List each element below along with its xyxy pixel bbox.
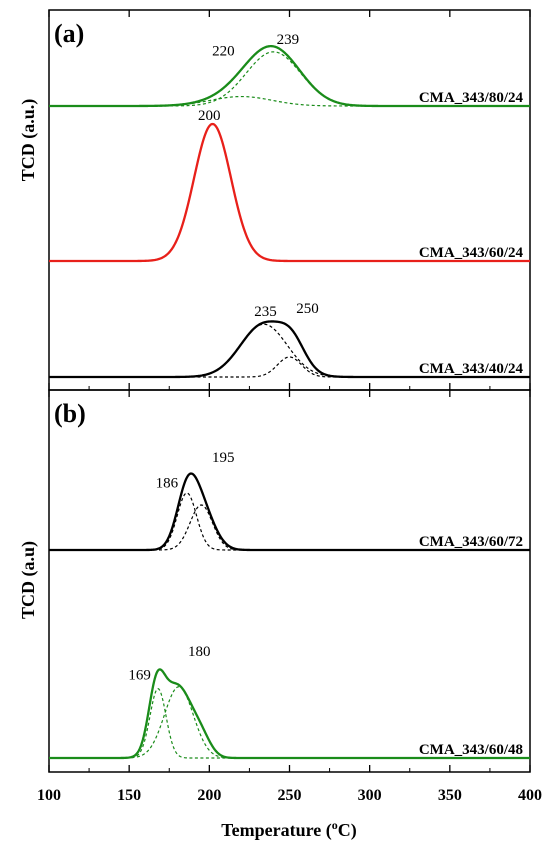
sample-label-343-60-72: CMA_343/60/72: [419, 534, 523, 550]
axis-layer: [48, 10, 531, 772]
tpr-curve-343-60-24: [49, 122, 530, 263]
tpr-curve-343-40-24: [49, 320, 530, 379]
peak-label-169: 169: [128, 667, 151, 683]
y-axis-title-a: TCD (a.u.): [18, 99, 39, 182]
sample-label-343-60-24: CMA_343/60/24: [419, 245, 524, 261]
panel-label-a: (a): [54, 19, 84, 48]
peak-label-195: 195: [212, 450, 235, 466]
sample-label-343-80-24: CMA_343/80/24: [419, 90, 524, 106]
tpr-curve-343-60-72: [49, 472, 530, 552]
x-tick-label-400: 400: [518, 787, 542, 804]
x-tick-label-300: 300: [358, 787, 382, 804]
tpr-curve-343-60-48: [49, 668, 530, 760]
peak-label-200: 200: [198, 108, 221, 124]
peak-label-220: 220: [212, 43, 235, 59]
x-tick-label-200: 200: [197, 787, 221, 804]
x-tick-label-350: 350: [438, 787, 462, 804]
tpr-curve-343-80-24: [49, 44, 530, 108]
peak-label-250: 250: [296, 301, 319, 317]
x-tick-label-100: 100: [37, 787, 61, 804]
panel-b-frame: [48, 389, 531, 773]
x-tick-label-150: 150: [117, 787, 141, 804]
sample-label-343-60-48: CMA_343/60/48: [419, 742, 523, 758]
deconvoluted-peak-343-40-24-1: [49, 323, 530, 378]
text-layer: (a) TCD (a.u.) CMA_343/80/24 220 239 CMA_343/…: [18, 19, 542, 804]
x-tick-label-250: 250: [278, 787, 302, 804]
sample-label-343-40-24: CMA_343/40/24: [419, 361, 524, 377]
x-axis-title: Temperature (oC): [221, 818, 356, 841]
peak-label-235: 235: [254, 304, 277, 320]
peak-label-180: 180: [188, 644, 211, 660]
trace-layer: [49, 44, 530, 760]
peak-label-239: 239: [277, 32, 300, 48]
panel-label-b: (b): [54, 399, 86, 428]
y-axis-title-b: TCD (a.u): [18, 541, 39, 619]
panel-a-frame: [48, 9, 531, 391]
peak-label-186: 186: [156, 476, 179, 492]
